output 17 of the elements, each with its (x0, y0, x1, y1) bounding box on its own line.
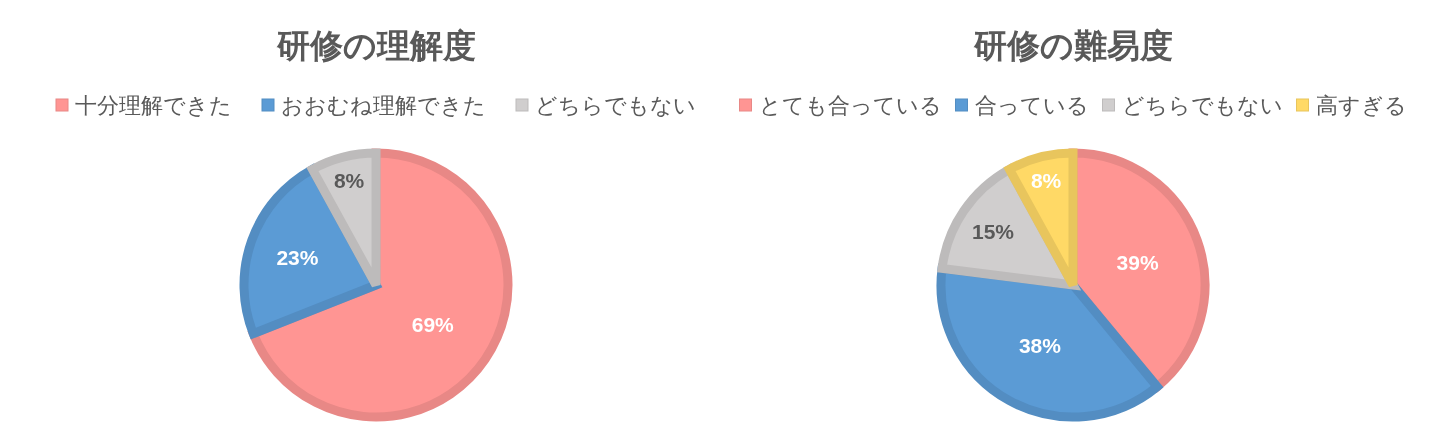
chart-title: 研修の難易度 (972, 26, 1173, 64)
data-label: 39% (1116, 250, 1159, 274)
legend-label: 高すぎる (1315, 92, 1407, 118)
legend-item: どちらでもない (1102, 92, 1283, 118)
chart-title: 研修の理解度 (275, 26, 476, 64)
data-label: 15% (972, 219, 1015, 243)
data-label: 23% (276, 245, 319, 269)
legend-item: どちらでもない (515, 92, 696, 118)
data-label: 8% (333, 168, 365, 192)
data-label: 69% (411, 312, 455, 336)
legend-item: 合っている (955, 92, 1089, 118)
data-label: 38% (1018, 333, 1062, 357)
legend-item: 高すぎる (1296, 92, 1407, 118)
legend-item: おおむね理解できた (261, 92, 486, 118)
data-label: 8% (1030, 168, 1062, 192)
legend-item: とても合っている (739, 92, 942, 118)
legend-item: 十分理解できた (55, 92, 232, 118)
